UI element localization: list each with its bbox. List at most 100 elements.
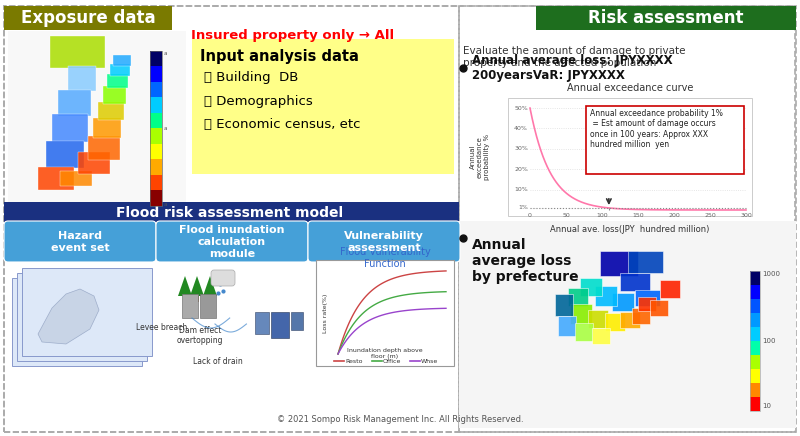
Bar	[600, 251, 638, 276]
Text: Exposure data: Exposure data	[21, 9, 155, 27]
Bar	[536, 6, 796, 30]
Bar	[208, 296, 212, 302]
Text: Annual exceedance curve: Annual exceedance curve	[567, 83, 693, 93]
Bar	[93, 118, 121, 138]
Text: Annual
average loss
by prefecture: Annual average loss by prefecture	[472, 238, 578, 284]
Text: Dam effect
overtopping: Dam effect overtopping	[177, 326, 223, 345]
Text: Vulnerability
assessment: Vulnerability assessment	[344, 231, 424, 253]
Text: 300: 300	[740, 213, 752, 218]
Bar	[632, 308, 650, 324]
Text: Flood risk assessment model: Flood risk assessment model	[117, 206, 343, 220]
Bar	[182, 294, 198, 318]
Bar	[508, 98, 752, 216]
Text: 1%: 1%	[518, 205, 528, 211]
Bar	[150, 98, 162, 113]
Text: Resto: Resto	[345, 358, 362, 364]
Bar	[575, 323, 593, 341]
Text: 200: 200	[668, 213, 680, 218]
Text: Hazard
event set: Hazard event set	[50, 231, 110, 253]
FancyBboxPatch shape	[156, 221, 308, 262]
Text: Risk assessment: Risk assessment	[588, 9, 744, 27]
FancyBboxPatch shape	[211, 270, 235, 286]
Bar	[316, 260, 454, 366]
Text: 40%: 40%	[514, 126, 528, 131]
Bar	[98, 102, 124, 120]
Text: 20%: 20%	[514, 167, 528, 172]
Bar	[750, 369, 760, 383]
Text: 50%: 50%	[514, 106, 528, 111]
Bar	[12, 278, 142, 366]
Text: ・ Economic census, etc: ・ Economic census, etc	[204, 117, 361, 130]
Bar	[150, 51, 162, 206]
Polygon shape	[203, 276, 217, 296]
Bar	[52, 114, 88, 142]
Text: 150: 150	[632, 213, 644, 218]
Bar	[46, 141, 84, 168]
Text: a: a	[164, 126, 167, 132]
Bar	[150, 129, 162, 144]
Bar	[635, 290, 660, 306]
Text: 100: 100	[596, 213, 608, 218]
Text: 250: 250	[704, 213, 716, 218]
Polygon shape	[33, 294, 94, 349]
Bar	[4, 202, 459, 224]
Text: Evaluate the amount of damage to private
property and the affected population: Evaluate the amount of damage to private…	[463, 46, 686, 68]
Bar	[271, 312, 289, 338]
Bar	[255, 312, 269, 334]
Text: Stochastic
Precipitation
Event set: Stochastic Precipitation Event set	[47, 271, 109, 304]
Bar	[58, 90, 91, 116]
Bar	[586, 106, 744, 174]
Bar	[750, 271, 760, 411]
Bar	[150, 67, 162, 82]
Bar	[605, 313, 625, 331]
Bar	[750, 355, 760, 369]
Bar	[570, 304, 592, 324]
Bar	[22, 268, 152, 356]
Text: Office: Office	[383, 358, 402, 364]
Bar	[78, 152, 110, 174]
Bar	[88, 136, 120, 160]
Text: Annual average loss: JPYXXXX
200yearsVaR: JPYXXXX: Annual average loss: JPYXXXX 200yearsVaR…	[472, 54, 673, 82]
Bar	[192, 39, 454, 174]
Polygon shape	[38, 289, 99, 344]
Bar	[60, 171, 92, 186]
Bar	[558, 316, 576, 336]
Bar	[291, 312, 303, 330]
Bar	[595, 286, 617, 306]
Text: © 2021 Sompo Risk Management Inc. All Rights Reserved.: © 2021 Sompo Risk Management Inc. All Ri…	[277, 415, 523, 424]
Bar	[113, 55, 131, 66]
Text: 0: 0	[528, 213, 532, 218]
Text: Whse: Whse	[421, 358, 438, 364]
Text: Insured property only → All: Insured property only → All	[191, 30, 394, 42]
Polygon shape	[28, 299, 89, 354]
Text: Flood inundation
calculation
module: Flood inundation calculation module	[179, 225, 285, 259]
Bar	[103, 86, 126, 104]
Bar	[50, 36, 105, 68]
Text: Input analysis data: Input analysis data	[200, 48, 359, 64]
Bar	[150, 144, 162, 160]
Text: 1000: 1000	[762, 271, 780, 277]
Text: Annual
exceedance
probability %: Annual exceedance probability %	[470, 134, 490, 180]
Bar	[588, 310, 608, 328]
Bar	[200, 294, 216, 318]
Text: Annual exceedance probability 1%
 = Est amount of damage occurs
once in 100 year: Annual exceedance probability 1% = Est a…	[590, 109, 723, 149]
Bar	[750, 327, 760, 341]
Text: 10: 10	[762, 403, 771, 409]
Bar	[8, 31, 186, 214]
Bar	[150, 51, 162, 67]
Bar	[568, 288, 588, 306]
Bar	[638, 297, 656, 311]
Text: a: a	[164, 201, 167, 207]
Bar	[750, 313, 760, 327]
Bar	[150, 160, 162, 175]
Bar	[150, 175, 162, 191]
Polygon shape	[178, 276, 192, 296]
Bar	[628, 251, 663, 273]
Bar	[68, 66, 96, 91]
Bar	[592, 328, 610, 344]
Text: 10%: 10%	[514, 187, 528, 192]
Bar	[38, 167, 74, 190]
Text: ・ Demographics: ・ Demographics	[204, 95, 313, 108]
Bar	[110, 64, 130, 76]
Bar	[750, 271, 760, 285]
